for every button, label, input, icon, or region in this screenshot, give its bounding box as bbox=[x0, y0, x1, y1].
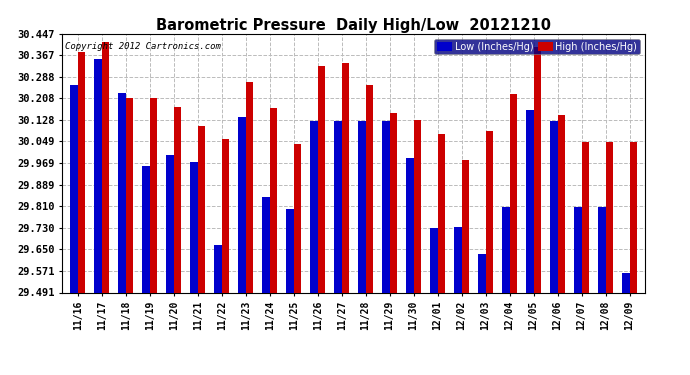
Bar bbox=[382, 121, 390, 292]
Bar bbox=[294, 144, 301, 292]
Bar bbox=[262, 197, 270, 292]
Bar bbox=[606, 142, 613, 292]
Bar bbox=[390, 113, 397, 292]
Bar bbox=[119, 93, 126, 292]
Bar bbox=[310, 121, 317, 292]
Text: Copyright 2012 Cartronics.com: Copyright 2012 Cartronics.com bbox=[65, 42, 221, 51]
Bar bbox=[431, 228, 437, 292]
Bar bbox=[342, 63, 349, 292]
Bar bbox=[582, 142, 589, 292]
Bar bbox=[406, 158, 413, 292]
Bar bbox=[286, 209, 294, 292]
Bar bbox=[437, 134, 445, 292]
Bar bbox=[478, 254, 486, 292]
Bar bbox=[70, 85, 78, 292]
Bar bbox=[197, 126, 205, 292]
Legend: Low (Inches/Hg), High (Inches/Hg): Low (Inches/Hg), High (Inches/Hg) bbox=[434, 39, 640, 54]
Bar bbox=[358, 121, 366, 292]
Bar bbox=[190, 162, 197, 292]
Bar bbox=[510, 94, 517, 292]
Bar bbox=[366, 85, 373, 292]
Bar bbox=[246, 82, 253, 292]
Bar bbox=[101, 42, 109, 292]
Bar bbox=[455, 227, 462, 292]
Bar bbox=[502, 207, 510, 292]
Bar bbox=[174, 107, 181, 292]
Bar bbox=[629, 142, 637, 292]
Bar bbox=[78, 53, 85, 292]
Title: Barometric Pressure  Daily High/Low  20121210: Barometric Pressure Daily High/Low 20121… bbox=[156, 18, 551, 33]
Bar bbox=[413, 120, 421, 292]
Bar bbox=[95, 59, 101, 292]
Bar bbox=[598, 207, 606, 292]
Bar bbox=[215, 244, 221, 292]
Bar bbox=[317, 66, 325, 292]
Bar bbox=[126, 99, 133, 292]
Bar bbox=[486, 131, 493, 292]
Bar bbox=[551, 121, 558, 292]
Bar bbox=[239, 117, 246, 292]
Bar bbox=[462, 160, 469, 292]
Bar bbox=[142, 166, 150, 292]
Bar bbox=[622, 273, 629, 292]
Bar bbox=[558, 116, 565, 292]
Bar bbox=[574, 207, 582, 292]
Bar bbox=[150, 99, 157, 292]
Bar bbox=[533, 47, 541, 292]
Bar bbox=[335, 121, 342, 292]
Bar bbox=[221, 139, 229, 292]
Bar bbox=[166, 155, 174, 292]
Bar bbox=[526, 110, 533, 292]
Bar bbox=[270, 108, 277, 292]
